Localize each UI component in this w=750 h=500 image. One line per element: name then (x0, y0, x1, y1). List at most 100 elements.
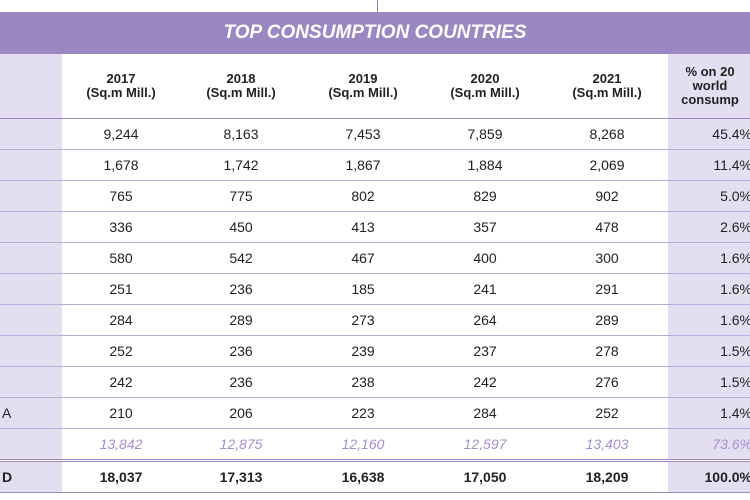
data-row: 242 236 238 242 276 1.5% (0, 366, 750, 398)
connector-line (377, 0, 378, 12)
year: 2020 (470, 71, 500, 86)
cell-value: 241 (424, 273, 546, 305)
cell-value: 8,163 (180, 118, 302, 150)
cell-value: 1,884 (424, 149, 546, 181)
cell-value: 238 (302, 366, 424, 398)
row-label (0, 335, 62, 367)
cell-value: 206 (180, 397, 302, 429)
cell-value: 12,160 (302, 428, 424, 461)
cell-value: 289 (180, 304, 302, 336)
cell-share: 1.6% (668, 304, 750, 336)
row-label (0, 180, 62, 212)
cell-value: 239 (302, 335, 424, 367)
cell-value: 18,037 (62, 459, 180, 493)
cell-value: 210 (62, 397, 180, 429)
cell-value: 775 (180, 180, 302, 212)
cell-value: 236 (180, 273, 302, 305)
cell-value: 17,050 (424, 459, 546, 493)
share-header-line: % on 20 (685, 64, 735, 79)
cell-value: 450 (180, 211, 302, 243)
row-label (0, 149, 62, 181)
cell-value: 284 (424, 397, 546, 429)
cell-value: 413 (302, 211, 424, 243)
data-row: 9,244 8,163 7,453 7,859 8,268 45.4% (0, 118, 750, 150)
cell-share: 11.4% (668, 149, 750, 181)
data-row: 284 289 273 264 289 1.6% (0, 304, 750, 336)
cell-value: 12,875 (180, 428, 302, 461)
cell-share: 45.4% (668, 118, 750, 150)
cell-value: 291 (546, 273, 668, 305)
cell-share: 5.0% (668, 180, 750, 212)
row-label (0, 211, 62, 243)
cell-value: 18,209 (546, 459, 668, 493)
cell-value: 12,597 (424, 428, 546, 461)
cell-value: 236 (180, 366, 302, 398)
cell-value: 185 (302, 273, 424, 305)
cell-value: 9,244 (62, 118, 180, 150)
year: 2018 (226, 71, 256, 86)
table-body: 2017 (Sq.m Mill.) 2018 (Sq.m Mill.) 2019 (Sq.… (0, 54, 750, 493)
cell-value: 2,069 (546, 149, 668, 181)
cell-share: 1.4% (668, 397, 750, 429)
cell-value: 580 (62, 242, 180, 274)
year-header: 2017 (Sq.m Mill.) (62, 54, 180, 119)
cell-value: 278 (546, 335, 668, 367)
cell-value: 252 (62, 335, 180, 367)
year: 2021 (592, 71, 622, 86)
unit: (Sq.m Mill.) (206, 85, 276, 100)
cell-value: 400 (424, 242, 546, 274)
year: 2017 (106, 71, 136, 86)
cell-value: 357 (424, 211, 546, 243)
cell-value: 223 (302, 397, 424, 429)
cell-share: 2.6% (668, 211, 750, 243)
cell-value: 902 (546, 180, 668, 212)
cell-value: 542 (180, 242, 302, 274)
cell-value: 264 (424, 304, 546, 336)
cell-value: 13,842 (62, 428, 180, 461)
cell-value: 1,678 (62, 149, 180, 181)
row-label (0, 428, 62, 461)
year-header: 2018 (Sq.m Mill.) (180, 54, 302, 119)
year-header: 2019 (Sq.m Mill.) (302, 54, 424, 119)
share-header: % on 20 world consump (668, 54, 750, 119)
row-label (0, 118, 62, 150)
cell-value: 273 (302, 304, 424, 336)
row-label: A (0, 397, 62, 429)
cell-value: 336 (62, 211, 180, 243)
cell-value: 8,268 (546, 118, 668, 150)
cell-value: 829 (424, 180, 546, 212)
cell-value: 7,453 (302, 118, 424, 150)
data-row: 252 236 239 237 278 1.5% (0, 335, 750, 367)
cell-share: 100.0% (668, 459, 750, 493)
consumption-table: 2017 (Sq.m Mill.) 2018 (Sq.m Mill.) 2019 (Sq.… (0, 54, 750, 493)
row-label: D (0, 459, 62, 493)
cell-share: 1.6% (668, 273, 750, 305)
cell-value: 17,313 (180, 459, 302, 493)
cell-share: 1.6% (668, 242, 750, 274)
data-row: 251 236 185 241 291 1.6% (0, 273, 750, 305)
unit: (Sq.m Mill.) (86, 85, 156, 100)
cell-value: 802 (302, 180, 424, 212)
cell-value: 289 (546, 304, 668, 336)
row-label (0, 273, 62, 305)
cell-value: 236 (180, 335, 302, 367)
total-row: D 18,037 17,313 16,638 17,050 18,209 100.0% (0, 459, 750, 493)
row-label (0, 366, 62, 398)
year-header: 2021 (Sq.m Mill.) (546, 54, 668, 119)
cell-share: 1.5% (668, 366, 750, 398)
cell-value: 1,867 (302, 149, 424, 181)
cell-value: 1,742 (180, 149, 302, 181)
cell-value: 300 (546, 242, 668, 274)
cell-value: 237 (424, 335, 546, 367)
cell-value: 478 (546, 211, 668, 243)
unit: (Sq.m Mill.) (572, 85, 642, 100)
cell-value: 16,638 (302, 459, 424, 493)
cell-value: 13,403 (546, 428, 668, 461)
cell-value: 251 (62, 273, 180, 305)
cell-share: 73.6% (668, 428, 750, 461)
data-row: 580 542 467 400 300 1.6% (0, 242, 750, 274)
share-header-line: world (692, 78, 728, 93)
row-label (0, 304, 62, 336)
cell-value: 252 (546, 397, 668, 429)
